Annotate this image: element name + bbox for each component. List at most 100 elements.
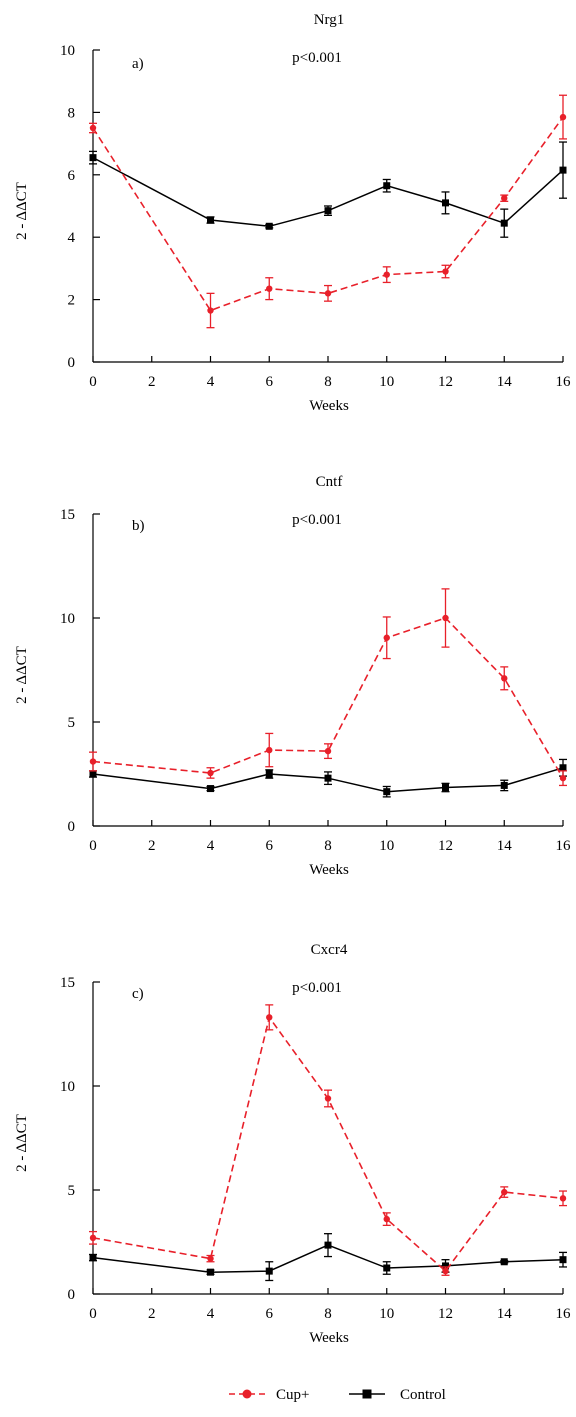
series-cup-plus — [89, 1004, 567, 1276]
data-point — [383, 1264, 391, 1272]
data-point — [559, 1195, 567, 1202]
data-point — [559, 166, 567, 174]
series-line — [92, 116, 564, 312]
data-point — [559, 774, 567, 782]
series-cup-plus — [89, 588, 567, 787]
data-point — [266, 746, 273, 754]
data-point — [207, 1255, 214, 1262]
data-point — [89, 758, 97, 765]
panel-label: a) — [132, 56, 144, 72]
x-axis-label: Weeks — [309, 398, 349, 414]
data-point — [265, 1267, 273, 1275]
p-value-annotation: p<0.001 — [292, 980, 342, 996]
legend: Cup+ Control — [229, 1387, 446, 1403]
data-point — [89, 770, 97, 778]
x-tick-label: 12 — [438, 374, 453, 390]
x-tick-label: 14 — [497, 1306, 513, 1322]
x-tick-label: 2 — [148, 838, 156, 854]
data-point — [559, 1256, 567, 1264]
data-point — [89, 124, 97, 132]
x-tick-label: 0 — [89, 1306, 97, 1322]
x-tick-label: 6 — [266, 374, 274, 390]
y-tick-label: 5 — [68, 1183, 76, 1199]
data-point — [500, 781, 508, 789]
data-point — [500, 219, 508, 227]
x-tick-label: 6 — [266, 1306, 274, 1322]
x-tick-label: 0 — [89, 374, 97, 390]
series-cup-plus — [89, 94, 567, 329]
series-control — [89, 141, 567, 238]
data-point — [501, 675, 508, 682]
series-line — [92, 1015, 564, 1273]
legend-label: Cup+ — [276, 1387, 309, 1403]
x-tick-label: 6 — [266, 838, 274, 854]
data-point — [207, 769, 214, 777]
y-tick-label: 10 — [60, 43, 75, 59]
data-point — [265, 222, 273, 230]
x-tick-label: 16 — [556, 374, 572, 390]
x-tick-label: 2 — [148, 1306, 156, 1322]
x-tick-label: 8 — [324, 374, 332, 390]
chart-title: Cxcr4 — [311, 942, 348, 958]
x-tick-label: 14 — [497, 374, 513, 390]
x-tick-label: 14 — [497, 838, 513, 854]
data-point — [266, 1014, 273, 1021]
data-point — [559, 113, 567, 121]
x-tick-label: 2 — [148, 374, 156, 390]
data-point — [501, 1188, 508, 1196]
y-tick-label: 6 — [68, 168, 76, 184]
y-axis-label: 2 - ΔΔCT — [14, 1114, 30, 1172]
legend-marker — [362, 1389, 372, 1399]
p-value-annotation: p<0.001 — [292, 50, 342, 66]
y-tick-label: 0 — [68, 355, 76, 371]
data-point — [324, 747, 332, 755]
x-tick-label: 10 — [379, 374, 394, 390]
series-line — [92, 1244, 564, 1273]
x-axis-label: Weeks — [309, 862, 349, 878]
x-tick-label: 16 — [556, 838, 572, 854]
x-tick-label: 0 — [89, 838, 97, 854]
data-point — [207, 785, 214, 793]
chart-panel-1: Nrg1 p<0.001 a) 0 2 4 6 8 10 0 2 4 6 8 10 12 14 16 Weeks 2 … — [14, 12, 571, 414]
data-point — [324, 1095, 332, 1102]
x-tick-label: 10 — [379, 1306, 394, 1322]
x-axis-label: Weeks — [309, 1330, 349, 1346]
chart-title: Nrg1 — [314, 12, 345, 28]
chart-panel-3: Cxcr4 p<0.001 c) 0 5 10 15 0 2 4 6 8 10 12 14 16 Weeks 2 … — [14, 942, 571, 1346]
x-tick-label: 8 — [324, 1306, 332, 1322]
data-point — [442, 1267, 449, 1275]
data-point — [324, 774, 332, 782]
x-tick-label: 12 — [438, 1306, 453, 1322]
y-tick-label: 0 — [68, 1287, 76, 1303]
y-tick-label: 8 — [68, 105, 76, 121]
y-tick-label: 10 — [60, 611, 75, 627]
data-point — [383, 1215, 390, 1223]
legend-item-cup-plus: Cup+ — [229, 1387, 309, 1403]
y-tick-label: 10 — [60, 1079, 75, 1095]
chart-panels: Nrg1 p<0.001 a) 0 2 4 6 8 10 0 2 4 6 8 10 12 14 16 Weeks 2 … — [14, 12, 571, 1346]
data-point — [89, 154, 97, 162]
data-point — [500, 1258, 508, 1266]
data-point — [89, 1254, 97, 1262]
data-point — [266, 285, 273, 292]
data-point — [442, 784, 449, 792]
panel-label: c) — [132, 986, 144, 1002]
legend-item-control: Control — [349, 1387, 446, 1403]
x-tick-label: 4 — [207, 1306, 215, 1322]
panel-label: b) — [132, 518, 145, 534]
data-point — [442, 614, 449, 622]
y-tick-label: 15 — [60, 507, 75, 523]
data-point — [383, 634, 390, 641]
data-point — [442, 268, 449, 275]
data-point — [383, 271, 390, 278]
x-tick-label: 16 — [556, 1306, 572, 1322]
data-point — [324, 290, 332, 297]
data-point — [324, 207, 332, 215]
chart-panel-2: Cntf p<0.001 b) 0 5 10 15 0 2 4 6 8 10 12 14 16 Weeks 2 -… — [14, 474, 571, 878]
series-control — [89, 758, 567, 798]
p-value-annotation: p<0.001 — [292, 512, 342, 528]
data-point — [442, 1262, 449, 1270]
y-tick-label: 0 — [68, 819, 76, 835]
series-line — [92, 767, 564, 793]
y-tick-label: 2 — [68, 293, 76, 309]
